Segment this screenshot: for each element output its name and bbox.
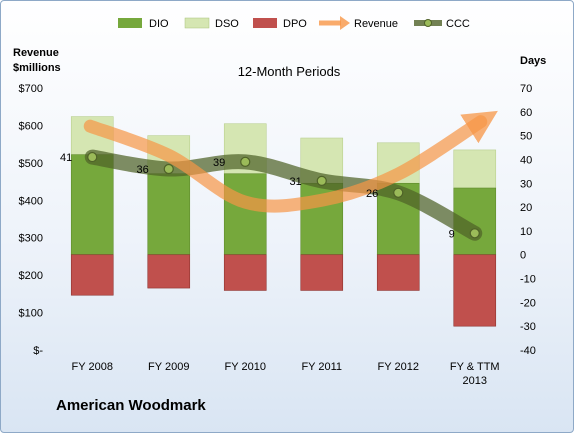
legend: DIO DSO DPO Revenue CCC xyxy=(118,16,470,30)
chart-title: 12-Month Periods xyxy=(238,64,341,79)
right-tick-label: 10 xyxy=(520,226,532,238)
ccc-data-label: 26 xyxy=(366,188,378,200)
revenue-line xyxy=(83,110,498,213)
x-tick-label: FY 2010 xyxy=(225,361,266,373)
x-axis: FY 2008 FY 2009 FY 2010 FY 2011 FY 2012 FY & … xyxy=(72,361,500,387)
legend-item-ccc: CCC xyxy=(414,18,470,30)
bar-dpo xyxy=(223,254,267,291)
bar-dio xyxy=(147,173,191,256)
right-tick-label: 70 xyxy=(520,83,532,95)
ccc-line xyxy=(84,149,483,241)
right-tick-label: -10 xyxy=(520,274,536,286)
right-tick-label: 50 xyxy=(520,131,532,143)
company-name: American Woodmark xyxy=(56,397,206,414)
bar-dso xyxy=(453,149,497,189)
right-tick-label: 20 xyxy=(520,202,532,214)
legend-arrow-revenue xyxy=(340,16,350,30)
left-tick-label: $200 xyxy=(19,270,43,282)
ccc-data-label: 36 xyxy=(137,164,149,176)
bar-dpo xyxy=(300,254,344,291)
x-tick-label: FY & TTM xyxy=(450,361,500,373)
ccc-data-label: 39 xyxy=(213,157,225,169)
left-tick-label: $300 xyxy=(19,233,43,245)
legend-item-dso: DSO xyxy=(184,17,239,30)
bar-dpo xyxy=(70,254,114,296)
left-axis: $- $100 $200 $300 $400 $500 $600 $700 xyxy=(19,83,44,357)
x-tick-label: FY 2009 xyxy=(148,361,189,373)
legend-label-dpo: DPO xyxy=(283,18,307,30)
legend-item-dpo: DPO xyxy=(253,18,307,30)
left-tick-label: $500 xyxy=(19,158,43,170)
left-tick-label: $100 xyxy=(19,308,43,320)
bar-series xyxy=(70,116,497,327)
x-tick-label: FY 2011 xyxy=(301,361,342,373)
ccc-data-label: 31 xyxy=(290,176,302,188)
legend-swatch-dpo xyxy=(253,18,277,28)
bar-dio xyxy=(223,173,267,256)
left-axis-label-line2: $millions xyxy=(13,62,61,74)
ccc-data-label: 9 xyxy=(449,228,455,240)
bar-dio xyxy=(70,154,114,256)
ccc-marker xyxy=(163,163,174,175)
ccc-marker xyxy=(316,175,327,186)
left-axis-label-line1: Revenue xyxy=(13,47,59,59)
right-axis: -40 -30 -20 -10 0 10 20 30 40 50 60 70 xyxy=(520,83,536,357)
bar-dpo xyxy=(453,254,497,327)
left-tick-label: $700 xyxy=(19,83,43,95)
x-tick-label: FY 2012 xyxy=(378,361,419,373)
left-tick-label: $- xyxy=(33,345,43,357)
data-labels: 41 36 39 31 26 9 xyxy=(60,152,455,240)
ccc-marker xyxy=(393,187,404,198)
x-tick-label: FY 2008 xyxy=(72,361,113,373)
right-tick-label: -40 xyxy=(520,345,536,357)
right-axis-label: Days xyxy=(520,55,546,67)
legend-label-revenue: Revenue xyxy=(354,18,398,30)
right-tick-label: -20 xyxy=(520,297,536,309)
left-tick-label: $600 xyxy=(19,120,43,132)
right-tick-label: 40 xyxy=(520,154,532,166)
legend-swatch-dio xyxy=(118,18,142,28)
ccc-marker xyxy=(87,151,98,163)
legend-swatch-dso xyxy=(184,17,210,29)
line-series xyxy=(83,110,498,241)
right-tick-label: 30 xyxy=(520,178,532,190)
bar-dpo xyxy=(376,254,420,291)
ccc-marker xyxy=(240,156,251,167)
legend-label-dio: DIO xyxy=(149,18,169,30)
legend-item-revenue: Revenue xyxy=(319,16,398,30)
ccc-marker xyxy=(469,228,480,239)
bar-dpo xyxy=(147,254,191,289)
legend-item-dio: DIO xyxy=(118,18,169,30)
legend-label-dso: DSO xyxy=(215,18,239,30)
x-tick-label: 2013 xyxy=(463,375,487,387)
legend-label-ccc: CCC xyxy=(446,18,470,30)
right-tick-label: 60 xyxy=(520,107,532,119)
left-tick-label: $400 xyxy=(19,195,43,207)
right-tick-label: 0 xyxy=(520,250,526,262)
legend-marker-ccc xyxy=(424,19,432,27)
right-tick-label: -30 xyxy=(520,321,536,333)
ccc-data-label: 41 xyxy=(60,152,72,164)
